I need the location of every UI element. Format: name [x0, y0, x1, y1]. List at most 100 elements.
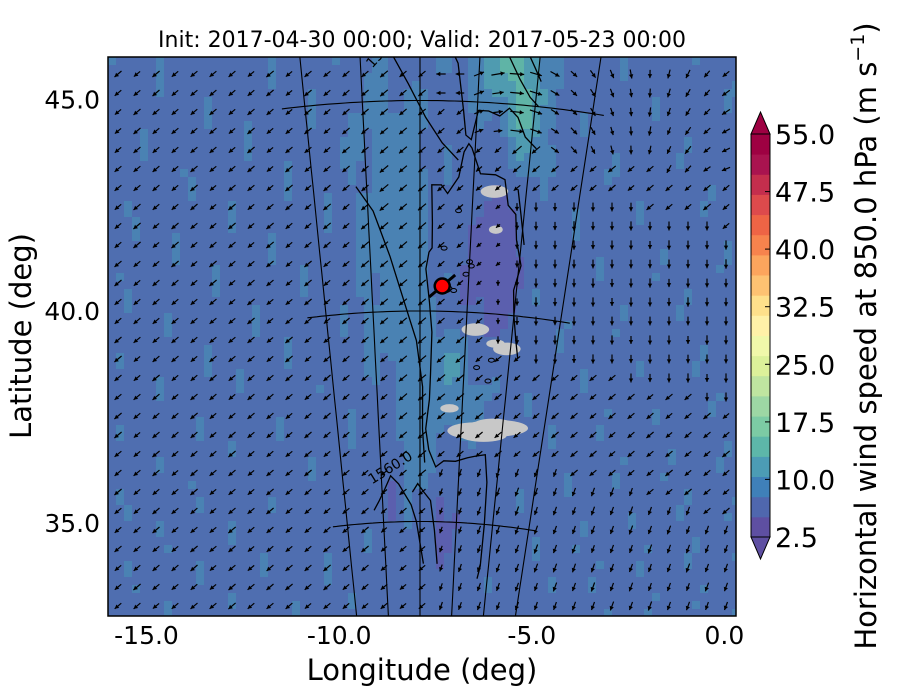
field-cell: [212, 473, 221, 482]
field-cell: [444, 313, 453, 322]
field-cell: [228, 513, 237, 522]
field-cell: [652, 105, 661, 114]
field-cell: [500, 473, 509, 482]
field-cell: [196, 201, 205, 210]
field-cell: [668, 337, 677, 346]
field-cell: [244, 553, 253, 562]
field-cell: [684, 305, 693, 314]
field-cell: [276, 153, 285, 162]
field-cell: [228, 473, 237, 482]
field-cell: [164, 393, 173, 402]
field-cell: [460, 297, 469, 306]
field-cell: [732, 473, 736, 482]
field-cell: [276, 225, 285, 234]
field-cell: [300, 177, 309, 186]
field-cell: [260, 345, 269, 354]
field-cell: [460, 57, 469, 66]
field-cell: [348, 273, 357, 282]
field-cell: [452, 169, 461, 178]
field-cell: [108, 81, 117, 90]
field-cell: [668, 281, 677, 290]
field-cell: [348, 361, 357, 370]
field-cell: [212, 185, 221, 194]
field-cell: [340, 329, 349, 338]
field-cell: [372, 313, 381, 322]
field-cell: [140, 353, 149, 362]
field-cell: [356, 177, 365, 186]
field-cell: [580, 321, 589, 330]
field-cell: [196, 489, 205, 498]
field-cell: [484, 385, 493, 394]
field-cell: [652, 345, 661, 354]
field-cell: [676, 321, 685, 330]
field-cell: [196, 73, 205, 82]
field-cell: [612, 249, 621, 258]
field-cell: [140, 521, 149, 530]
field-cell: [548, 265, 557, 274]
field-cell: [108, 417, 117, 426]
field-cell: [476, 153, 485, 162]
field-cell: [404, 161, 413, 170]
field-cell: [460, 401, 469, 410]
field-cell: [724, 249, 733, 258]
field-cell: [500, 161, 509, 170]
field-cell: [252, 433, 261, 442]
field-cell: [308, 329, 317, 338]
field-cell: [436, 497, 445, 506]
field-cell: [556, 369, 565, 378]
field-cell: [460, 489, 469, 498]
field-cell: [436, 537, 445, 546]
field-cell: [540, 233, 549, 242]
field-cell: [140, 425, 149, 434]
field-cell: [324, 89, 333, 98]
field-cell: [420, 281, 429, 290]
field-cell: [332, 297, 341, 306]
field-cell: [196, 281, 205, 290]
field-cell: [156, 169, 165, 178]
field-cell: [500, 449, 509, 458]
field-cell: [636, 313, 645, 322]
field-cell: [564, 449, 573, 458]
field-cell: [244, 289, 253, 298]
field-cell: [228, 153, 237, 162]
field-cell: [700, 161, 709, 170]
field-cell: [716, 233, 725, 242]
field-cell: [604, 273, 613, 282]
field-cell: [420, 73, 429, 82]
field-cell: [116, 97, 125, 106]
field-cell: [524, 57, 533, 66]
field-cell: [348, 409, 357, 418]
field-cell: [324, 169, 333, 178]
field-cell: [124, 345, 133, 354]
field-cell: [540, 169, 549, 178]
field-cell: [364, 385, 373, 394]
field-cell: [484, 161, 493, 170]
field-cell: [708, 129, 717, 138]
field-cell: [644, 209, 653, 218]
field-cell: [636, 425, 645, 434]
field-cell: [252, 521, 261, 530]
field-cell: [572, 433, 581, 442]
field-cell: [332, 65, 341, 74]
field-cell: [348, 81, 357, 90]
field-cell: [188, 177, 197, 186]
field-cell: [292, 121, 301, 130]
field-cell: [236, 497, 245, 506]
field-cell: [268, 65, 277, 74]
field-cell: [244, 497, 253, 506]
field-cell: [340, 209, 349, 218]
field-cell: [396, 169, 405, 178]
field-cell: [660, 193, 669, 202]
field-cell: [236, 265, 245, 274]
field-cell: [172, 121, 181, 130]
field-cell: [148, 73, 157, 82]
field-cell: [468, 217, 477, 226]
field-cell: [548, 337, 557, 346]
field-cell: [108, 561, 117, 570]
field-cell: [204, 297, 213, 306]
field-cell: [556, 129, 565, 138]
field-cell: [604, 361, 613, 370]
field-cell: [108, 89, 117, 98]
field-cell: [140, 113, 149, 122]
field-cell: [332, 169, 341, 178]
